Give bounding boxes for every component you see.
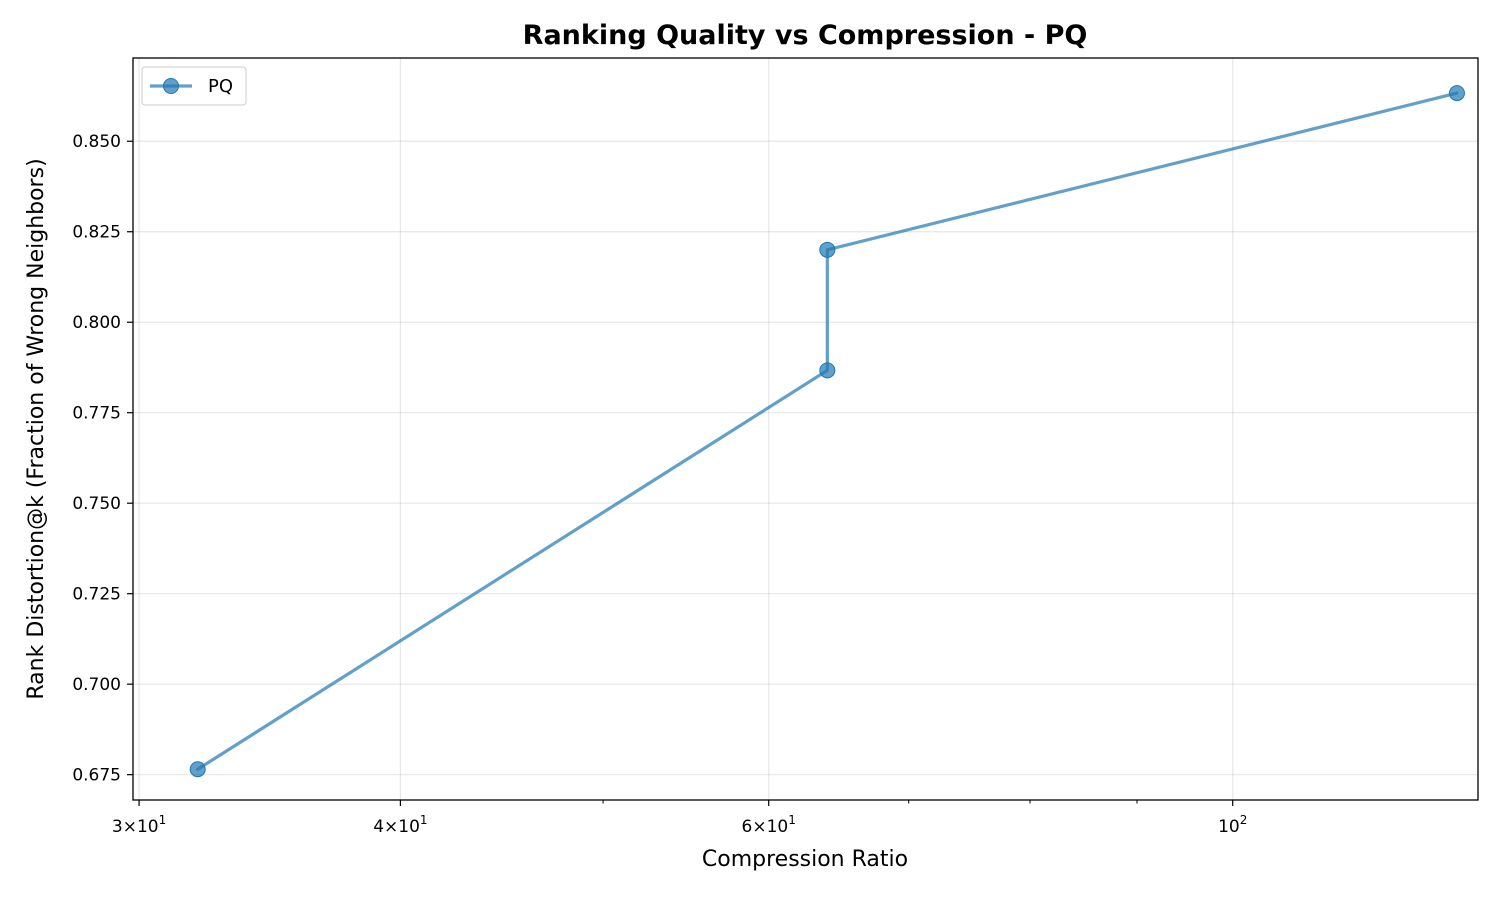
y-axis-label: Rank Distortion@k (Fraction of Wrong Nei… [24,158,49,699]
y-tick-label: 0.825 [72,223,121,243]
grid-lines [133,58,1478,800]
y-tick-label: 0.675 [72,766,121,786]
x-axis-label: Compression Ratio [702,847,908,872]
x-tick-label-base: 3×10 [112,817,159,837]
x-tick-label: 4×101 [373,813,427,837]
x-tick-label: 6×101 [742,813,796,837]
chart-title: Ranking Quality vs Compression - PQ [523,20,1088,51]
x-tick-label-exponent: 1 [420,813,428,827]
x-tick-label-base: 6×10 [742,817,789,837]
legend-box [141,66,247,106]
x-tick-label-exponent: 1 [159,813,167,827]
y-tick-label: 0.700 [72,675,121,695]
y-tick-label: 0.725 [72,585,121,605]
legend: PQ [141,66,247,106]
y-tick-label: 0.850 [72,132,121,152]
y-tick-label: 0.775 [72,404,121,424]
data-point-pq [819,362,836,379]
plot-frame [132,57,1479,801]
x-tick-label: 102 [1218,813,1247,837]
x-tick-label-base: 10 [1218,817,1240,837]
x-tick-label-exponent: 1 [788,813,796,827]
x-tick-label: 3×101 [112,813,166,837]
x-tick-label-exponent: 2 [1240,813,1248,827]
y-tick-label: 0.750 [72,494,121,514]
y-tick-label: 0.800 [72,313,121,333]
data-point-pq [189,761,206,778]
data-point-pq [819,241,836,258]
legend-marker-pq [163,78,179,94]
legend-label-pq: PQ [208,76,233,97]
axis-ticks: 0.675 0.700 0.725 0.750 0.775 0.800 0.825 0.850… [72,132,1247,837]
data-point-pq [1448,85,1465,102]
series-line-pq [196,91,1459,771]
series-layer [189,85,1465,778]
x-tick-label-base: 4×10 [373,817,420,837]
